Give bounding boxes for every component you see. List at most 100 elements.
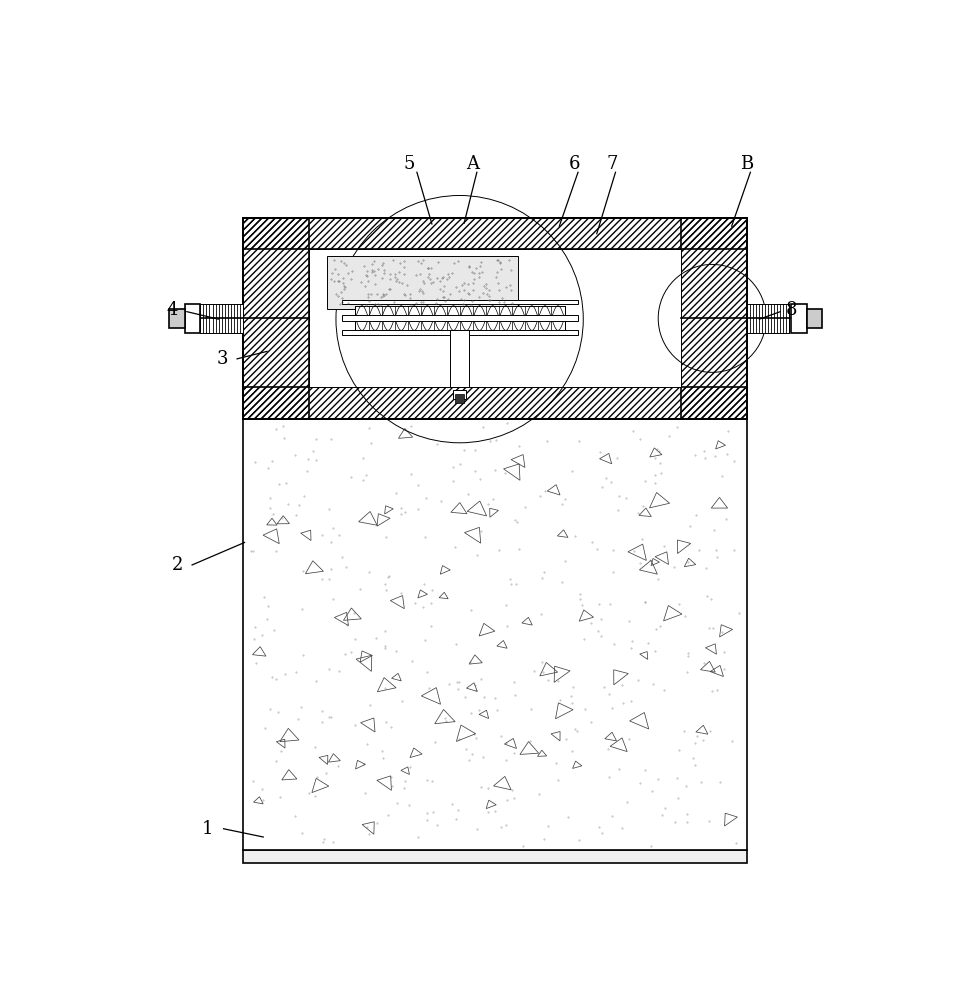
Point [493, 819, 509, 835]
Point [245, 543, 260, 559]
Point [361, 289, 376, 305]
Point [601, 686, 617, 702]
Bar [806, 309, 822, 328]
Point [487, 462, 503, 478]
Point [503, 277, 518, 293]
Point [468, 260, 484, 276]
Point [508, 687, 523, 703]
Point [517, 499, 533, 515]
Point [689, 728, 705, 744]
Point [374, 743, 390, 759]
Point [448, 279, 463, 295]
Point [666, 559, 682, 575]
Point [726, 453, 742, 469]
Point [499, 415, 514, 431]
Bar [243, 218, 747, 419]
Point [326, 834, 341, 850]
Point [483, 433, 498, 449]
Point [594, 611, 609, 627]
Point [405, 653, 421, 669]
Point [650, 771, 665, 787]
Point [553, 692, 569, 708]
Point [506, 790, 521, 806]
Point [430, 254, 446, 270]
Point [565, 695, 580, 711]
Point [697, 450, 713, 466]
Point [700, 588, 716, 604]
Point [487, 690, 503, 706]
Point [707, 448, 722, 464]
Point [491, 282, 507, 298]
Point [524, 701, 540, 717]
Point [716, 661, 731, 677]
Point [259, 611, 275, 627]
Point [352, 581, 367, 597]
Point [595, 479, 610, 495]
Point [354, 274, 369, 290]
Point [696, 655, 712, 671]
Point [386, 294, 401, 310]
Point [726, 542, 742, 558]
Point [372, 297, 388, 313]
Point [637, 594, 653, 610]
Point [420, 805, 435, 821]
Bar [791, 304, 806, 333]
Point [325, 520, 340, 536]
Text: B: B [740, 155, 753, 173]
Point [658, 800, 673, 816]
Point [366, 263, 382, 279]
Point [359, 267, 374, 283]
Point [392, 264, 407, 280]
Point [419, 664, 434, 680]
Point [334, 253, 349, 269]
Point [389, 643, 404, 659]
Point [270, 704, 285, 720]
Point [369, 286, 385, 302]
Point [476, 689, 491, 705]
Point [403, 418, 419, 434]
Point [656, 682, 671, 698]
Point [248, 655, 263, 671]
Point [527, 663, 542, 679]
Point [535, 664, 550, 680]
Point [557, 491, 572, 507]
Point [713, 774, 728, 790]
Point [412, 281, 427, 297]
Point [471, 289, 486, 305]
Point [438, 713, 454, 729]
Point [564, 688, 579, 704]
Point [407, 595, 423, 611]
Point [464, 264, 480, 280]
Point [388, 273, 403, 289]
Point [458, 741, 474, 757]
Point [397, 504, 413, 520]
Point [395, 693, 410, 709]
Point [425, 804, 441, 820]
Point [572, 586, 588, 602]
Point [314, 714, 330, 730]
Point [383, 769, 398, 785]
Point [609, 450, 625, 466]
Point [650, 441, 665, 457]
Point [323, 709, 338, 725]
Point [275, 418, 290, 434]
Point [605, 564, 621, 580]
Bar [243, 419, 747, 850]
Text: 4: 4 [166, 301, 178, 319]
Point [489, 702, 505, 718]
Bar [455, 394, 464, 403]
Point [488, 432, 504, 448]
Point [366, 253, 381, 269]
Point [424, 773, 439, 789]
Point [464, 746, 480, 762]
Point [657, 538, 672, 554]
Point [488, 269, 504, 285]
Point [277, 430, 292, 446]
Point [413, 294, 428, 310]
Point [308, 452, 324, 468]
Point [441, 269, 456, 285]
Point [467, 677, 483, 693]
Point [329, 286, 344, 302]
Point [402, 286, 418, 302]
Point [512, 541, 527, 557]
